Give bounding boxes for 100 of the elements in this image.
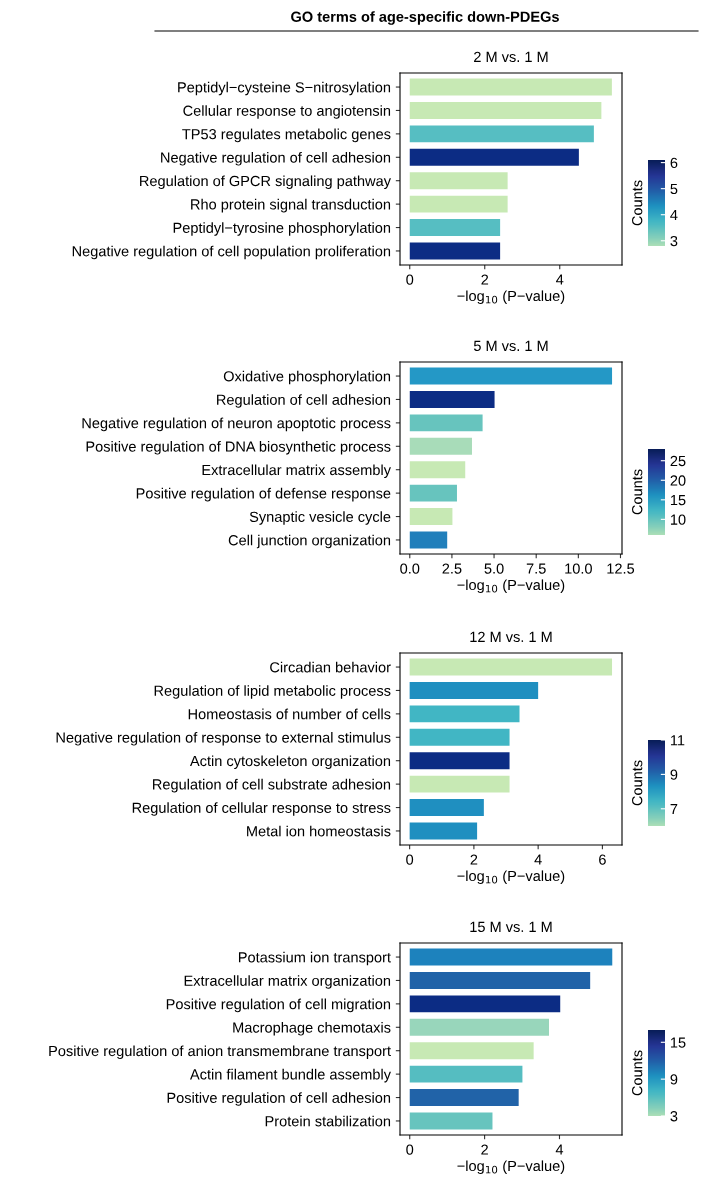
x-tick-label: 4	[534, 854, 542, 865]
color-bar-label: 10	[670, 514, 686, 525]
bar	[409, 195, 508, 213]
bar	[409, 437, 472, 455]
bar	[409, 484, 457, 502]
y-tick-label: Macrophage chemotaxis	[233, 1022, 391, 1036]
y-tick-label: Negative regulation of neuron apoptotic process	[82, 417, 391, 432]
y-tick-label: Negative regulation of cell population proliferation	[72, 245, 391, 260]
color-bar-label: 5	[670, 183, 678, 195]
y-tick-label: Protein stabilization	[265, 1115, 391, 1127]
y-tick-label: Oxidative phosphorylation	[223, 370, 391, 385]
bar	[409, 658, 613, 676]
x-tick-label: 4	[555, 1144, 564, 1155]
y-tick-label: Rho protein signal transduction	[191, 198, 391, 213]
y-tick-label: TP53 regulates metabolic genes	[182, 128, 391, 143]
color-bar-title: Counts	[632, 469, 643, 515]
bar	[409, 461, 466, 479]
bar	[409, 775, 510, 793]
y-tick-label: Extracellular matrix organization	[184, 975, 391, 989]
x-tick-label: 6	[599, 854, 606, 865]
y-tick-label: Positive regulation of cell migration	[166, 998, 391, 1013]
x-tick-label: 10.0	[565, 563, 592, 574]
bar	[409, 219, 501, 236]
x-tick-label: 5.0	[484, 563, 504, 574]
color-bar-label: 15	[670, 1037, 686, 1048]
y-tick-label: Actin filament bundle assembly	[189, 1068, 391, 1083]
bar	[409, 728, 510, 746]
bar	[409, 414, 483, 432]
bar	[409, 1065, 523, 1083]
x-tick-label: 2	[470, 854, 478, 865]
color-bar-label: 20	[670, 475, 686, 486]
y-tick-label: Negative regulation of cell adhesion	[161, 152, 391, 166]
color-bar-label: 25	[670, 455, 686, 467]
y-tick-label: Potassium ion transport	[238, 951, 391, 966]
color-bar-label: 11	[670, 735, 685, 746]
y-tick-label: Synaptic vesicle cycle	[249, 511, 391, 525]
y-tick-label: Cellular response to angiotensin	[183, 105, 391, 119]
y-tick-label: Regulation of GPCR signaling pathway	[140, 175, 391, 190]
bar	[409, 972, 591, 989]
x-tick-label: 0	[406, 854, 414, 865]
bar	[409, 78, 612, 96]
x-axis-title: −log$_{10}$ (P−value)	[457, 870, 565, 884]
bar	[409, 995, 561, 1013]
y-tick-label: Positive regulation of DNA biosynthetic process	[86, 441, 391, 455]
color-bar-label: 3	[670, 1111, 678, 1122]
bar	[409, 367, 613, 385]
bar	[409, 1112, 493, 1130]
bar	[409, 148, 579, 166]
x-tick-label: 2	[481, 274, 489, 285]
x-tick-label: 2.5	[442, 563, 462, 574]
bar	[409, 799, 484, 816]
text: GO terms of age-specific down-PDEGs	[291, 11, 559, 25]
color-bar-title: Counts	[632, 180, 643, 226]
x-tick-label: 4	[556, 274, 564, 285]
bar	[409, 1018, 549, 1036]
y-tick-label: Extracellular matrix assembly	[202, 464, 391, 479]
bar	[409, 948, 613, 966]
color-bar-label: 9	[670, 1074, 678, 1085]
y-tick-label: Negative regulation of response to external stimulus	[56, 732, 391, 746]
color-bar-label: 6	[670, 157, 678, 169]
bar	[409, 531, 448, 549]
bar	[409, 125, 594, 143]
y-tick-label: Positive regulation of anion transmembrane transport	[49, 1045, 391, 1060]
bar	[409, 682, 539, 699]
chart-title: 2 M vs. 1 M	[474, 51, 548, 63]
x-tick-label: 12.5	[607, 563, 635, 574]
color-bar-label: 4	[670, 209, 678, 221]
x-tick-label: 7.5	[526, 563, 546, 574]
y-tick-label: Homeostasis of number of cells	[188, 708, 391, 720]
y-tick-label: Regulation of lipid metabolic process	[154, 685, 391, 699]
y-tick-label: Regulation of cellular response to stress	[132, 802, 391, 816]
y-tick-label: Peptidyl−tyrosine phosphorylation	[173, 222, 391, 236]
x-axis-title: −log$_{10}$ (P−value)	[457, 1160, 565, 1174]
color-bar-title: Counts	[632, 760, 643, 806]
bar	[409, 242, 501, 260]
bar	[409, 391, 495, 408]
x-tick-label: 0.0	[400, 563, 420, 574]
y-tick-label: Metal ion homeostasis	[247, 825, 391, 837]
bar	[409, 1089, 519, 1106]
x-axis-title: −log$_{10}$ (P−value)	[457, 290, 565, 304]
bar	[409, 752, 510, 770]
chart-title: 12 M vs. 1 M	[470, 631, 552, 643]
color-bar-label: 15	[670, 495, 686, 506]
x-tick-label: 2	[481, 1144, 488, 1155]
bar	[409, 508, 453, 525]
y-tick-label: Positive regulation of defense response	[136, 487, 391, 502]
y-tick-label: Actin cytoskeleton organization	[189, 755, 391, 770]
bar	[409, 102, 602, 119]
x-axis-title: −log$_{10}$ (P−value)	[457, 579, 565, 593]
bar	[409, 172, 508, 190]
y-tick-label: Circadian behavior	[270, 661, 391, 673]
color-bar-title: Counts	[632, 1050, 643, 1096]
chart-title: 15 M vs. 1 M	[470, 921, 552, 933]
bar	[409, 822, 478, 840]
color-bar-label: 7	[670, 804, 678, 815]
y-tick-label: Regulation of cell adhesion	[217, 394, 391, 408]
color-bar-label: 3	[670, 235, 678, 247]
y-tick-label: Cell junction organization	[228, 534, 391, 549]
y-tick-label: Peptidyl−cysteine S−nitrosylation	[178, 81, 391, 96]
bar	[409, 705, 520, 723]
